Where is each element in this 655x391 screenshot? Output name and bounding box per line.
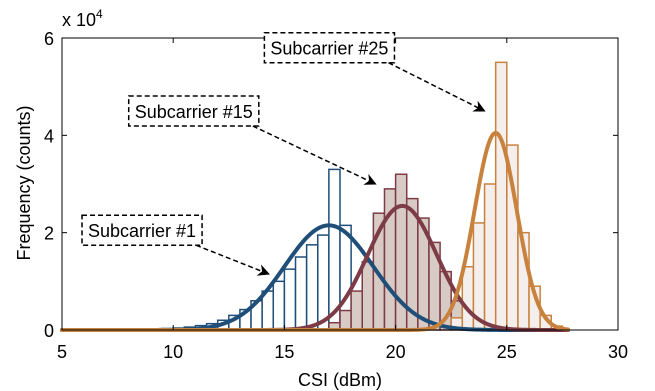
series-1-bars: [150, 168, 363, 331]
annotation-arrow: [195, 244, 270, 276]
histogram-bar: [283, 268, 297, 331]
x-tick-label: 5: [57, 342, 67, 362]
annotation-arrow: [388, 62, 486, 112]
histogram-bar: [361, 261, 375, 331]
histogram-bar: [461, 265, 475, 331]
histogram-bar: [272, 280, 286, 331]
histogram-bar: [494, 61, 508, 331]
histogram-bar: [472, 222, 486, 331]
annotation-box: [81, 214, 203, 246]
annotations: Subcarrier #1 Subcarrier #15 Subcarrier #2…: [81, 31, 486, 276]
y-axis-multiplier-exponent: 4: [96, 7, 103, 21]
annotation-label: Subcarrier #15: [135, 102, 253, 122]
x-tick-label: 25: [497, 342, 517, 362]
annotation: Subcarrier #1: [81, 214, 270, 276]
x-tick-label: 15: [274, 342, 294, 362]
histogram-bar: [339, 309, 352, 331]
x-tick-label: 10: [163, 342, 183, 362]
series-3-bars: [450, 61, 564, 331]
y-tick-label: 4: [44, 126, 54, 146]
y-tick-label: 6: [44, 29, 54, 49]
annotation: Subcarrier #25: [263, 31, 486, 112]
x-tick-label: 20: [386, 342, 406, 362]
annotation-label: Subcarrier #25: [270, 39, 388, 59]
annotation-label: Subcarrier #1: [88, 221, 196, 241]
x-axis-title: CSI (dBm): [298, 370, 382, 390]
y-axis-multiplier: x 104: [62, 7, 103, 30]
annotation: Subcarrier #15: [127, 95, 377, 185]
annotation-box: [127, 95, 260, 127]
histogram-bar: [317, 234, 330, 331]
annotation-arrow: [252, 125, 377, 185]
y-tick-label: 0: [44, 321, 54, 341]
y-tick-label: 2: [44, 224, 54, 244]
axis-ticks: 5 10 15 20 25 30 0 2 4 6: [44, 29, 628, 362]
histogram-bar: [350, 290, 363, 331]
histogram-bar: [483, 183, 497, 331]
histogram-bar: [294, 256, 308, 331]
histogram-bars: [150, 61, 564, 331]
x-tick-label: 30: [608, 342, 628, 362]
annotation-box: [263, 31, 396, 64]
histogram-bar: [305, 244, 319, 331]
y-axis-title: Frequency (counts): [14, 105, 34, 260]
